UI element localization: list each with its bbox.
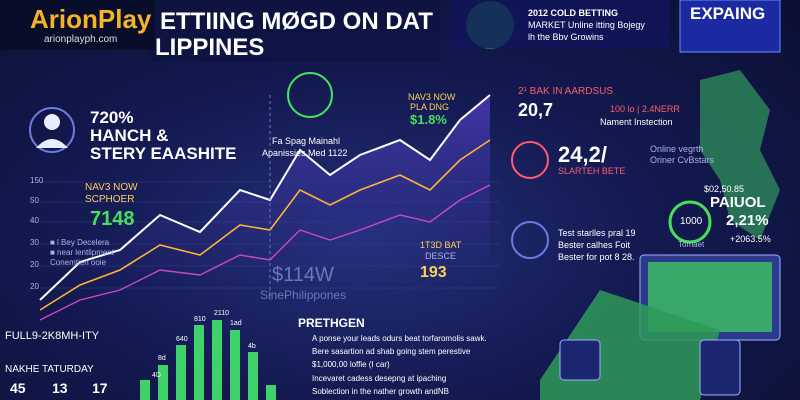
bar-label: 2110 bbox=[214, 310, 230, 317]
headline: HANCH & bbox=[90, 126, 169, 145]
stat-label: SCPHOER bbox=[85, 194, 135, 205]
list-item: Soblection in the nather growth andNB bbox=[312, 387, 449, 396]
axis-label: 40 bbox=[30, 216, 39, 225]
bar-label: 810 bbox=[194, 316, 206, 323]
right-value: PAIUOL bbox=[710, 194, 766, 211]
section-label: NAKHE TATURDAY bbox=[5, 364, 94, 375]
stat-value: 7148 bbox=[90, 208, 135, 230]
right-value: 1000 bbox=[680, 216, 703, 227]
watermark: $114W bbox=[272, 264, 334, 286]
right-value: 20,7 bbox=[518, 100, 554, 120]
list-item: A ponse your leads odurs beat torfaromol… bbox=[312, 334, 487, 343]
right-label: $02,50.85 bbox=[704, 184, 745, 194]
right-label: Online vegrth bbox=[650, 144, 704, 154]
callout-label: 1T3D BAT bbox=[420, 240, 462, 250]
logo[interactable]: ArionPlay bbox=[30, 4, 152, 34]
axis-label: 150 bbox=[30, 176, 44, 185]
counter: 17 bbox=[92, 380, 108, 396]
bar-label: 8d bbox=[158, 355, 166, 362]
watermark: SinePhilippones bbox=[260, 288, 347, 302]
legend-item: ■ l Bey Decelera bbox=[50, 238, 110, 247]
callout: Apanissies Med 1122 bbox=[262, 148, 348, 158]
right-note: Bester calhes Foit bbox=[558, 240, 631, 250]
list-item: Bere sasartion ad shab going stem perest… bbox=[312, 347, 471, 356]
axis-label: 20 bbox=[30, 282, 39, 291]
bar-label: 640 bbox=[176, 336, 188, 343]
list-title: PRETHGEN bbox=[298, 316, 365, 330]
right-label: SLARTEH BETE bbox=[558, 166, 626, 176]
axis-label: 20 bbox=[30, 260, 39, 269]
callout-label: PLA DNG bbox=[410, 102, 450, 112]
bar-label: 1ad bbox=[230, 320, 242, 327]
top-box-text: lh the Bbv Growins bbox=[528, 32, 604, 42]
list-item: $1,000,00 loffie (I car) bbox=[312, 360, 390, 369]
right-value: 2,21% bbox=[726, 212, 769, 229]
counter: 45 bbox=[10, 380, 26, 396]
bar-label: 4b bbox=[248, 343, 256, 350]
legend-item: Conemtien ooie bbox=[50, 258, 107, 267]
right-label: Tomaet bbox=[678, 240, 705, 249]
headline: STERY EAASHITE bbox=[90, 144, 237, 163]
top-box-text: MARKET Unline itting Bojegy bbox=[528, 20, 645, 30]
right-label: Nament Instection bbox=[600, 117, 673, 127]
callout-label: DESCE bbox=[425, 251, 457, 261]
callout-value: $1.8% bbox=[410, 112, 447, 127]
headline: 720% bbox=[90, 108, 134, 127]
right-label: +2063.5% bbox=[730, 234, 771, 244]
legend-item: ■ near lentlipment bbox=[50, 248, 114, 257]
section-label: FULL9-2K8MH-ITY bbox=[5, 330, 100, 342]
right-value: 24,2/ bbox=[558, 142, 607, 167]
callout: Fa Spag Mainahl bbox=[272, 136, 341, 146]
callout-value: 193 bbox=[420, 264, 447, 281]
title: ETTIING MØGD ON DAT bbox=[160, 8, 433, 35]
logo-box bbox=[0, 0, 155, 50]
right-note: Test starlles pral 19 bbox=[558, 228, 636, 238]
right-note: Bester for pot 8 28. bbox=[558, 252, 635, 262]
bar-label: 4D bbox=[152, 372, 161, 379]
right-label: 100 lo | 2.4NERR bbox=[610, 104, 680, 114]
logo-url: arionplayph.com bbox=[44, 34, 118, 45]
right-label: Oriner CvBstars bbox=[650, 155, 715, 165]
stat-label: NAV3 NOW bbox=[85, 182, 138, 193]
badge: EXPAING bbox=[690, 4, 766, 23]
right-label: 2¹ BAK IN AARDSUS bbox=[518, 86, 614, 97]
list-item: Incevaret cadess desepng at ipaching bbox=[312, 374, 447, 383]
axis-label: 50 bbox=[30, 196, 39, 205]
axis-label: 30 bbox=[30, 238, 39, 247]
counter: 13 bbox=[52, 380, 68, 396]
title: LIPPINES bbox=[155, 34, 265, 61]
callout-label: NAV3 NOW bbox=[408, 92, 456, 102]
top-box-text: 2012 COLD BETTING bbox=[528, 8, 619, 18]
